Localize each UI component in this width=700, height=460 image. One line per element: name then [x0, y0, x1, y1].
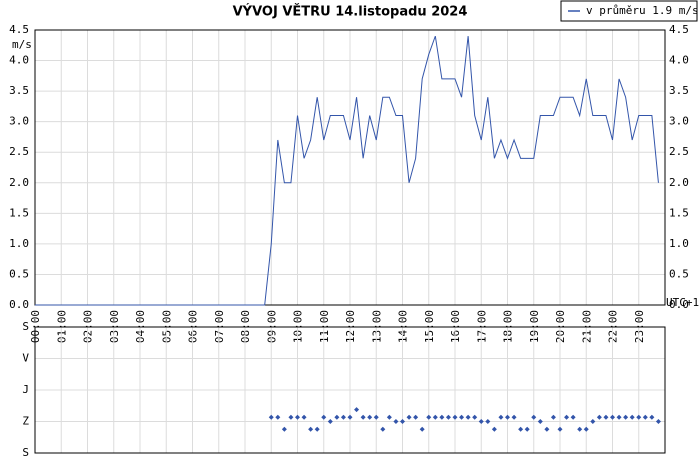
wind-direction-point [629, 414, 635, 420]
plot-frame [34, 326, 666, 454]
wind-direction-point [603, 414, 609, 420]
wind-direction-point [544, 426, 550, 432]
y-tick-label: S [22, 320, 29, 333]
wind-direction-point [610, 414, 615, 420]
wind-direction-point [281, 426, 287, 432]
wind-direction-point [459, 414, 465, 420]
wind-direction-point [550, 414, 556, 420]
wind-direction-point [340, 414, 346, 420]
y-axis-label: m/s [12, 38, 32, 51]
y-tick-label-right: 0.0 [669, 298, 689, 311]
y-tick-label-right: 3.5 [669, 84, 689, 97]
wind-direction-point [570, 414, 576, 420]
wind-direction-point [524, 426, 530, 432]
wind-direction-point [623, 414, 629, 420]
wind-direction-point [452, 414, 458, 420]
y-tick-label-right: 2.0 [669, 176, 689, 189]
y-tick-label: 3.5 [9, 84, 29, 97]
wind-direction-point [439, 414, 445, 420]
wind-direction-point [334, 414, 340, 420]
wind-direction-point [564, 414, 570, 420]
y-tick-label: 1.5 [9, 206, 29, 219]
wind-direction-point [288, 414, 294, 420]
y-tick-label-right: 0.5 [669, 267, 689, 280]
wind-direction-point [308, 426, 314, 432]
wind-direction-point [354, 407, 360, 413]
wind-direction-point [393, 419, 399, 424]
wind-direction-point [616, 414, 622, 420]
wind-direction-point [465, 414, 471, 420]
wind-direction-point [373, 414, 379, 420]
wind-direction-point [426, 414, 432, 420]
wind-direction-point [472, 414, 478, 420]
wind-direction-point [583, 426, 589, 432]
wind-direction-point [314, 426, 320, 432]
wind-direction-point [518, 426, 524, 432]
wind-direction-point [478, 419, 484, 424]
y-tick-label: S [22, 446, 29, 459]
y-tick-label: 4.5 [9, 23, 29, 36]
legend-label: v průměru 1.9 m/s [586, 4, 699, 17]
y-tick-label: 2.5 [9, 145, 29, 158]
wind-direction-point [636, 414, 642, 420]
y-tick-label-right: 2.5 [669, 145, 689, 158]
wind-direction-point [268, 414, 274, 420]
y-tick-label-right: 4.5 [669, 23, 689, 36]
wind-direction-point [649, 414, 655, 420]
y-tick-label: 3.0 [9, 115, 29, 128]
wind-direction-point [511, 414, 517, 420]
y-tick-label-right: 1.0 [669, 237, 689, 250]
wind-direction-point [596, 414, 602, 420]
wind-direction-point [445, 414, 451, 420]
wind-direction-point [347, 414, 353, 420]
wind-direction-point [505, 414, 510, 420]
y-tick-label: V [22, 352, 29, 365]
wind-direction-point [275, 414, 281, 420]
wind-direction-point [360, 414, 366, 420]
wind-direction-point [327, 419, 333, 424]
wind-direction-point [577, 426, 583, 432]
y-tick-label: 0.0 [9, 298, 29, 311]
y-tick-label: 4.0 [9, 54, 29, 67]
wind-direction-point [367, 414, 373, 420]
wind-direction-point [485, 419, 491, 424]
y-tick-label-right: 3.0 [669, 115, 689, 128]
wind-direction-point [419, 426, 425, 432]
wind-direction-point [537, 419, 543, 424]
wind-direction-point [432, 414, 438, 420]
y-tick-label: 2.0 [9, 176, 29, 189]
wind-direction-point [491, 426, 497, 432]
wind-direction-point [380, 426, 386, 432]
y-tick-label-right: 1.5 [669, 206, 689, 219]
wind-speed-line [35, 35, 659, 306]
wind-direction-point [295, 414, 300, 420]
y-tick-label: 0.5 [9, 267, 29, 280]
legend-box [560, 0, 698, 22]
wind-direction-point [400, 419, 405, 424]
y-tick-label-right: 4.0 [669, 54, 689, 67]
x-axis-label: UTC+1 [666, 296, 699, 309]
wind-direction-point [386, 414, 392, 420]
wind-direction-point [498, 414, 504, 420]
wind-direction-point [321, 414, 327, 420]
legend: v průměru 1.9 m/s [560, 0, 699, 22]
chart-title: VÝVOJ VĚTRU 14.listopadu 2024 [233, 4, 468, 20]
wind-direction-point [531, 414, 537, 420]
y-tick-label: 1.0 [9, 237, 29, 250]
wind-direction-point [413, 414, 419, 420]
plot-frame [34, 29, 666, 306]
wind-direction-point [406, 414, 412, 420]
wind-direction-point [590, 419, 596, 424]
y-tick-label: J [22, 383, 29, 396]
wind-direction-point [557, 426, 563, 432]
wind-direction-point [655, 419, 661, 424]
wind-direction-point [301, 414, 307, 420]
wind-direction-point [642, 414, 648, 420]
y-tick-label: Z [22, 415, 29, 428]
